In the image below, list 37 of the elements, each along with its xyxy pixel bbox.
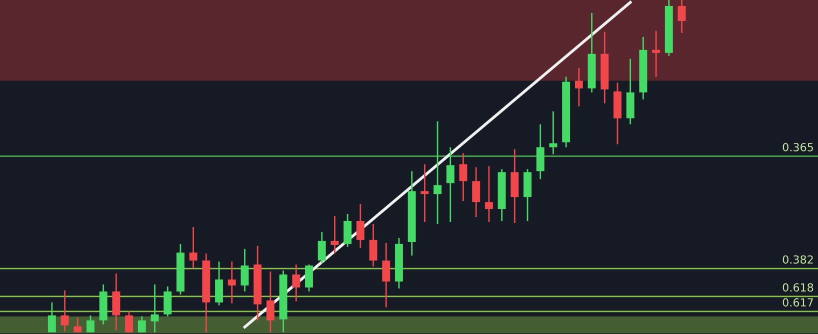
candlestick (536, 124, 544, 180)
candlestick (574, 67, 583, 108)
annotation: 0.365 (782, 142, 813, 152)
annotation: 0.617 (782, 298, 813, 307)
candlestick (652, 30, 660, 78)
candlestick (74, 316, 82, 334)
annotation: 0.382 (782, 255, 813, 264)
candlestick (678, 0, 686, 34)
candlestick (382, 242, 390, 308)
candlestick (266, 270, 274, 334)
candlestick (164, 286, 172, 318)
candlestick (356, 203, 364, 249)
candlestick (138, 316, 146, 334)
candlestick (215, 260, 224, 306)
candlestick (484, 165, 493, 223)
candlestick (189, 226, 198, 270)
candlestick (305, 264, 313, 292)
candlestick (459, 152, 468, 202)
candlestick (318, 231, 326, 264)
candlestick (292, 264, 300, 302)
candlestick (420, 163, 429, 223)
candlestick (472, 166, 480, 218)
candlestick (344, 213, 352, 248)
candlestick (446, 146, 454, 223)
candlestick (150, 284, 159, 334)
candlestick (125, 310, 134, 334)
candlestick (86, 314, 94, 334)
candlestick (60, 290, 69, 332)
annotation: 0.618 (782, 283, 814, 292)
candlestick (549, 110, 558, 155)
candlestick (112, 272, 120, 332)
candlestick (330, 215, 339, 254)
candlestick (240, 248, 249, 292)
candlestick (48, 302, 56, 334)
candlestick (228, 260, 236, 304)
candlestick (434, 120, 442, 225)
candlestick (369, 223, 378, 268)
